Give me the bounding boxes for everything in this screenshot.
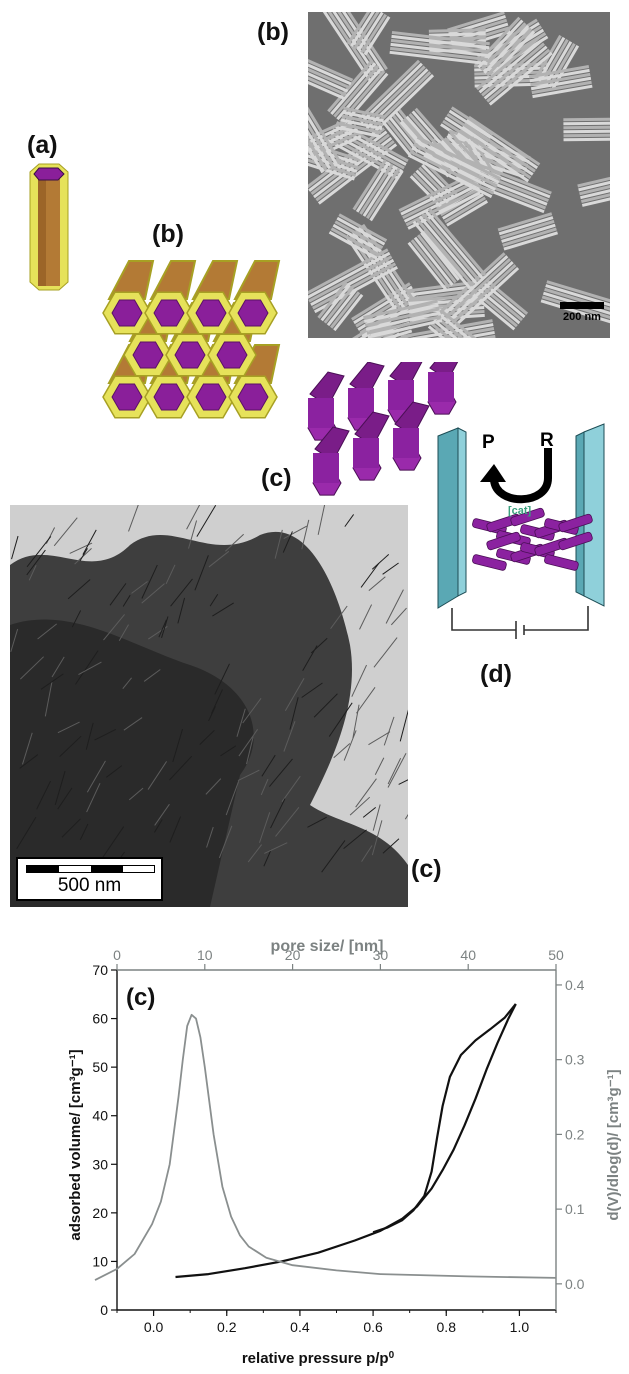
bundle-rod-core	[132, 341, 164, 369]
label-b-sem: (b)	[257, 18, 289, 46]
y2-tick-label: 0.3	[565, 1052, 585, 1068]
x-tick-label: 0.4	[290, 1319, 310, 1335]
y-tick-label: 70	[92, 962, 108, 978]
rod-bundle-illustration	[102, 260, 281, 419]
top-x-tick-label: 0	[113, 947, 121, 963]
isotherm-chart: 0.0 0.2 0.4 0.6 0.8 1.0 0 10 20 30 40 50 60 70 0 10 20 30…	[67, 938, 622, 1368]
tem-micrograph: 500 nm	[10, 505, 408, 907]
device-rod	[510, 507, 545, 527]
y-tick-label: 60	[92, 1011, 108, 1027]
catalyst-label: [cat]	[508, 505, 532, 517]
bundle-rod-core	[237, 299, 269, 327]
top-x-tick-label: 20	[285, 947, 301, 963]
y2-axis-title: d(V)/dlog(d)/ [cm³g⁻¹]	[605, 1069, 622, 1220]
x-tick-label: 0.0	[144, 1319, 164, 1335]
bundle-rod-core	[195, 383, 227, 411]
label-a: (a)	[27, 131, 58, 159]
top-axis-title: pore size/ [nm]	[271, 938, 384, 955]
top-x-tick-label: 50	[548, 947, 564, 963]
sem-scalebar: 200 nm	[560, 302, 604, 323]
desorption-branch-line	[372, 1003, 517, 1234]
top-x-tick-label: 40	[460, 947, 476, 963]
bundle-rod-core	[237, 383, 269, 411]
bundle-rod-core	[174, 341, 206, 369]
bundle-rod-core	[216, 341, 248, 369]
y-axis-title: adsorbed volume/ [cm³g⁻¹]	[67, 1049, 84, 1240]
y-tick-label: 20	[92, 1205, 108, 1221]
y-tick-label: 10	[92, 1253, 108, 1269]
y-tick-label: 40	[92, 1108, 108, 1124]
device-rod	[558, 513, 593, 533]
external-circuit	[451, 606, 589, 631]
y-tick-label: 50	[92, 1059, 108, 1075]
bundle-rod-core	[111, 383, 143, 411]
device-rod	[558, 531, 593, 551]
device-rod	[544, 554, 579, 571]
pore-size-distribution-line	[94, 1013, 557, 1281]
x-tick-label: 0.2	[217, 1319, 237, 1335]
bundle-rod-core	[111, 299, 143, 327]
y2-tick-label: 0.4	[565, 977, 585, 993]
bundle-rod-core	[153, 383, 185, 411]
sem-scalebar-label: 200 nm	[563, 311, 601, 323]
label-b-bundle: (b)	[152, 220, 184, 248]
bundle-rod-core	[195, 299, 227, 327]
sem-micrograph: 200 nm	[308, 12, 610, 338]
product-label: P	[482, 432, 495, 453]
y-tick-label: 30	[92, 1156, 108, 1172]
x-tick-label: 1.0	[510, 1319, 530, 1335]
device-rod	[472, 554, 507, 571]
x-axis-title-main: relative pressure p/p	[242, 1350, 389, 1367]
reaction-arrow	[490, 448, 552, 504]
x-axis-title: relative pressure p/p0	[242, 1350, 395, 1368]
label-c-rods: (c)	[261, 464, 292, 492]
top-x-tick-label: 30	[373, 947, 389, 963]
adsorption-branch-line	[175, 1003, 517, 1279]
x-axis-title-sup: 0	[389, 1350, 395, 1361]
label-d: (d)	[480, 660, 512, 688]
single-rod-illustration	[29, 163, 69, 291]
bundle-rod-core	[153, 299, 185, 327]
device-rod	[486, 531, 521, 551]
reactant-label: R	[540, 430, 554, 451]
x-tick-label: 0.8	[437, 1319, 457, 1335]
top-x-tick-label: 10	[197, 947, 213, 963]
y-tick-label: 0	[100, 1302, 108, 1318]
x-tick-label: 0.6	[363, 1319, 383, 1335]
label-c-tem: (c)	[411, 855, 442, 883]
electrode-device-illustration: P R [cat]	[437, 423, 605, 639]
y2-tick-label: 0.1	[565, 1201, 585, 1217]
y2-tick-label: 0.0	[565, 1276, 585, 1292]
tem-scalebar-label: 500 nm	[57, 875, 122, 896]
chart-panel-label: (c)	[126, 984, 155, 1011]
tem-scalebar: 500 nm	[16, 857, 163, 901]
left-electrode	[437, 427, 459, 609]
purple-rod-stack-illustration	[307, 362, 459, 496]
y2-tick-label: 0.2	[565, 1126, 585, 1142]
